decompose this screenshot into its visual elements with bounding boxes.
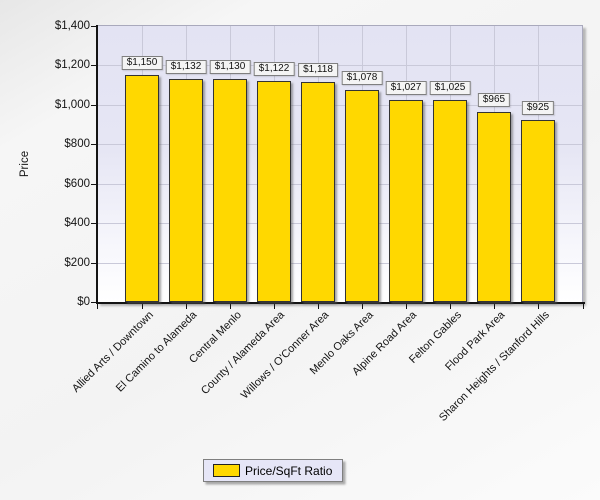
plot-area: $1,150 $1,132 $1,130 $1,122 $1,118 $1,078 $1,0…: [97, 25, 583, 303]
y-tick: [91, 302, 96, 303]
bar-value-label: $965: [477, 92, 511, 107]
bar: [169, 78, 203, 302]
y-tick: [91, 26, 96, 27]
y-tick: [91, 263, 96, 264]
x-tick: [142, 304, 143, 309]
bar: [125, 75, 159, 302]
plot-gridline-h: [98, 104, 582, 106]
y-axis-title: Price: [19, 150, 31, 178]
y-tick: [91, 144, 96, 145]
bar: [477, 111, 511, 302]
x-tick-label: Allied Arts / Downtown: [69, 309, 156, 395]
bar: [433, 99, 467, 302]
x-tick: [538, 304, 539, 309]
bar-value-label: $1,130: [209, 60, 251, 75]
x-tick: [274, 304, 275, 309]
y-tick: [91, 223, 96, 224]
y-tick-label: $200: [64, 256, 90, 269]
y-tick-label: $0: [77, 296, 90, 308]
y-tick: [91, 105, 96, 106]
y-tick: [91, 65, 96, 66]
x-tick-label: El Camino to Alameda: [114, 309, 200, 395]
x-tick: [450, 304, 451, 309]
bar-value-label: $925: [521, 100, 555, 115]
legend: Price/SqFt Ratio: [203, 459, 344, 482]
plot-gridline-h: [98, 144, 582, 146]
plot-gridline-h: [98, 223, 582, 225]
x-tick: [186, 304, 187, 309]
y-tick-label: $800: [64, 138, 90, 151]
x-tick: [362, 304, 363, 309]
x-tick: [494, 304, 495, 309]
x-tick: [318, 304, 319, 309]
bar-value-label: $1,118: [298, 62, 338, 77]
x-tick: [230, 304, 231, 309]
bar-value-label: $1,027: [385, 80, 427, 95]
bar: [345, 89, 379, 302]
bar: [301, 81, 335, 302]
x-tick: [97, 304, 98, 309]
x-tick: [406, 304, 407, 309]
x-axis-line: [96, 302, 585, 304]
legend-label: Price/SqFt Ratio: [245, 463, 333, 478]
legend-swatch-icon: [213, 464, 240, 477]
bar: [257, 80, 291, 302]
bar-value-label: $1,078: [341, 70, 383, 85]
x-tick-label: Willows / O'Conner Area: [238, 309, 332, 402]
plot-gridline-h: [98, 183, 582, 185]
y-tick: [91, 184, 96, 185]
bar: [521, 119, 555, 302]
plot-gridline-h: [98, 65, 582, 67]
bar-value-label: $1,122: [253, 61, 295, 76]
bar: [213, 79, 247, 302]
y-tick-label: $1,200: [54, 59, 90, 72]
y-tick-label: $1,000: [54, 98, 90, 111]
y-axis-line: [96, 25, 98, 304]
x-tick-label: County / Alameda Area: [199, 309, 288, 398]
bar: [389, 99, 423, 302]
y-tick-label: $400: [64, 217, 90, 230]
x-tick: [583, 304, 584, 309]
bar-value-label: $1,150: [121, 56, 163, 71]
bar-value-label: $1,132: [165, 59, 207, 74]
bar-value-label: $1,025: [429, 80, 471, 95]
y-tick-label: $1,400: [54, 20, 90, 32]
y-tick-label: $600: [64, 177, 90, 190]
plot-gridline-h: [98, 262, 582, 264]
